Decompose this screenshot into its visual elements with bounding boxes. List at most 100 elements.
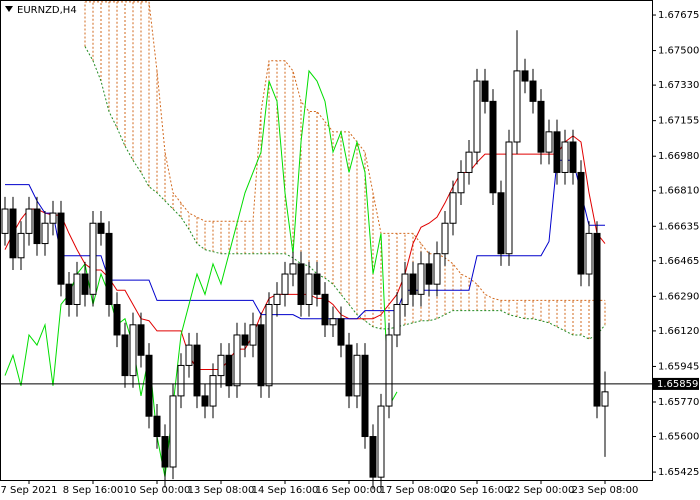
candle-body — [241, 334, 249, 346]
x-tick-label: 8 Sep 16:00 — [63, 485, 123, 496]
indicator-line — [5, 159, 605, 320]
candle-body — [89, 222, 97, 295]
y-tick-label: 1.67675 — [658, 10, 699, 21]
candle-body — [433, 253, 441, 285]
candle-body — [465, 151, 473, 173]
candle-body — [417, 263, 425, 295]
y-tick-label: 1.66290 — [658, 291, 699, 302]
candle-body — [97, 222, 105, 234]
candle-body — [209, 375, 217, 407]
y-tick-label: 1.67500 — [658, 46, 699, 57]
y-tick-label: 1.66810 — [658, 186, 699, 197]
x-tick-label: 10 Sep 00:00 — [124, 485, 191, 496]
candle-body — [361, 354, 369, 438]
candle-body — [369, 436, 377, 478]
candle-body — [161, 436, 169, 468]
candle-body — [177, 364, 185, 397]
y-tick-label: 1.65600 — [658, 432, 699, 443]
candle-body — [193, 344, 201, 397]
candle-body — [73, 273, 81, 305]
candle-body — [393, 303, 401, 336]
candle-body — [273, 293, 281, 305]
candle-body — [425, 263, 433, 285]
candle-body — [169, 395, 177, 468]
candle-body — [185, 344, 193, 366]
candle-body — [337, 318, 345, 346]
candle-body — [57, 212, 65, 285]
plot-frame — [0, 0, 653, 481]
candle-body — [265, 303, 273, 387]
cloud-span-b — [85, 1, 605, 301]
candle-body — [577, 171, 585, 275]
indicator-line — [4, 135, 606, 370]
candle-body — [249, 324, 257, 346]
candle-body — [385, 334, 393, 407]
candle-body — [41, 222, 49, 245]
chart-title: EURNZD,H4 — [17, 5, 77, 16]
candle-body — [81, 273, 89, 295]
candle-body — [353, 354, 361, 397]
candle-body — [377, 405, 385, 478]
candle-body — [297, 263, 305, 305]
candle-body — [225, 354, 233, 387]
candle-body — [497, 192, 505, 255]
candle-body — [281, 273, 289, 295]
candle-body — [481, 80, 489, 102]
x-tick-label: 17 Sep 08:00 — [380, 485, 447, 496]
candle-body — [537, 100, 545, 153]
y-tick-label: 1.66465 — [658, 256, 699, 267]
y-tick-label: 1.66980 — [658, 151, 699, 162]
candle-body — [585, 232, 593, 275]
candle-body — [329, 318, 337, 326]
candle-body — [313, 273, 321, 295]
candle-body — [17, 232, 25, 259]
candle-body — [145, 354, 153, 417]
candle-body — [409, 273, 417, 295]
candle-body — [1, 208, 9, 234]
y-tick-label: 1.67330 — [658, 80, 699, 91]
candle-body — [553, 131, 561, 173]
y-tick-label: 1.67155 — [658, 116, 699, 127]
candle-body — [289, 263, 297, 275]
symbol-menu-icon[interactable] — [5, 6, 13, 12]
candle-body — [49, 212, 57, 224]
cloud-span-a — [84, 46, 606, 340]
candle-body — [593, 232, 601, 407]
x-tick-label: 20 Sep 16:00 — [444, 485, 511, 496]
candle-body — [121, 334, 129, 377]
candle-body — [217, 354, 225, 377]
x-tick-label: 7 Sep 2021 — [0, 485, 57, 496]
candle-body — [521, 70, 529, 82]
candle-body — [473, 80, 481, 153]
candle-body — [489, 100, 497, 194]
y-tick-label: 1.65425 — [658, 467, 699, 478]
x-tick-label: 13 Sep 08:00 — [188, 485, 255, 496]
candle-body — [25, 208, 33, 234]
candle-body — [105, 232, 113, 305]
y-tick-label: 1.65770 — [658, 397, 699, 408]
y-tick-label: 1.66120 — [658, 326, 699, 337]
candle-body — [449, 192, 457, 224]
candle-body — [601, 391, 609, 407]
candle-body — [33, 208, 41, 245]
candle-body — [257, 324, 265, 387]
price-label: 1.65859 — [657, 379, 698, 390]
candle-body — [305, 273, 313, 305]
candle-body — [457, 171, 465, 194]
candle-body — [569, 141, 577, 173]
candle-body — [129, 324, 137, 377]
candle-body — [441, 222, 449, 255]
candle-body — [233, 334, 241, 387]
candle-body — [545, 131, 553, 153]
candle-body — [153, 415, 161, 438]
candle-body — [529, 80, 537, 102]
candle-body — [113, 303, 121, 336]
x-tick-label: 23 Sep 08:00 — [572, 485, 639, 496]
candle-body — [65, 283, 73, 305]
x-tick-label: 14 Sep 16:00 — [252, 485, 319, 496]
candle-body — [505, 141, 513, 255]
x-tick-label: 22 Sep 00:00 — [508, 485, 575, 496]
candle-body — [513, 70, 521, 143]
